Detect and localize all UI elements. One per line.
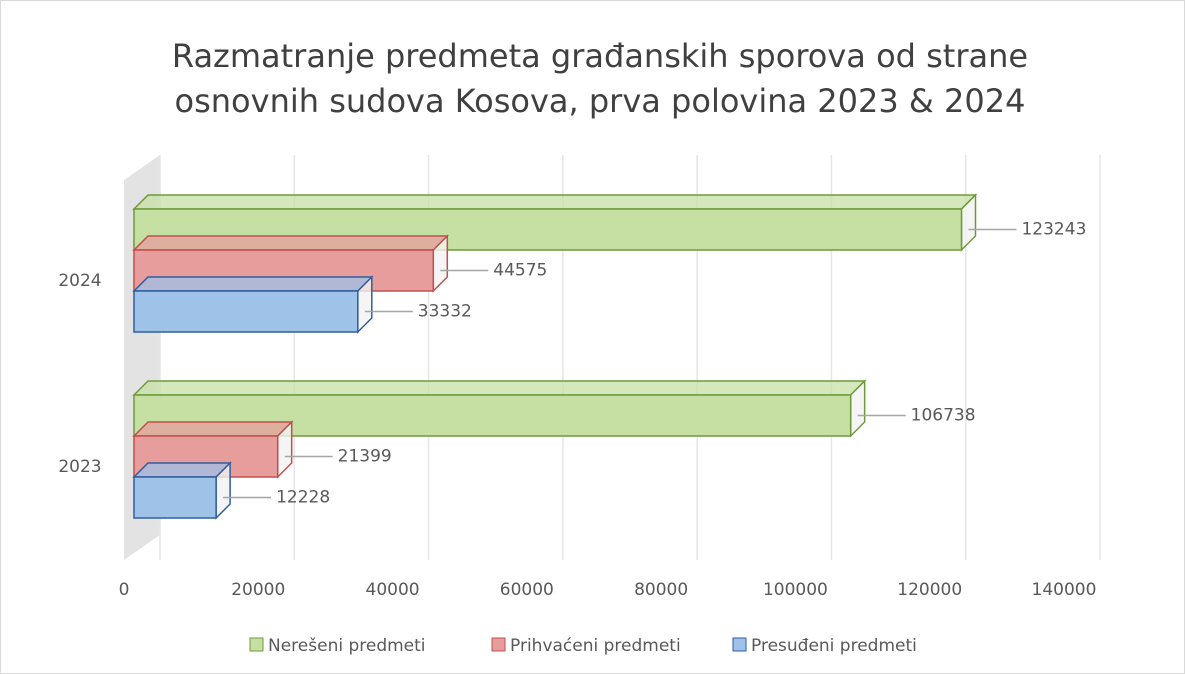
data-label: 123243 [1021,220,1086,240]
bar-top [132,421,294,437]
bar [133,476,217,519]
x-tick-label: 140000 [1032,580,1097,600]
legend-label: Prihvaćeni predmeti [510,636,681,656]
x-tick-label: 80000 [634,580,688,600]
x-tick-label: 120000 [897,580,962,600]
bar [133,290,359,333]
legend-label: Nerešeni predmeti [268,636,426,656]
bar-top [132,235,450,251]
x-tick-label: 40000 [366,580,420,600]
y-tick-label: 2024 [58,271,101,291]
bar-top [132,380,867,396]
y-tick-label: 2023 [58,457,101,477]
bar-top [132,462,232,478]
chart-title: Razmatranje predmeta građanskih sporova … [172,37,1028,75]
bar-top [132,276,374,292]
bar-top [132,194,978,210]
x-tick-label: 100000 [763,580,828,600]
legend-label: Presuđeni predmeti [751,636,917,656]
data-label: 33332 [418,302,472,322]
chart-title: osnovnih sudova Kosova, prva polovina 20… [175,82,1026,120]
legend-swatch [732,637,747,652]
legend-swatch [249,637,264,652]
data-label: 21399 [338,447,392,467]
x-tick-label: 0 [119,580,130,600]
data-label: 106738 [911,406,976,426]
legend-swatch [491,637,506,652]
x-tick-label: 60000 [500,580,554,600]
x-tick-label: 20000 [231,580,285,600]
data-label: 12228 [276,488,330,508]
data-label: 44575 [493,261,547,281]
